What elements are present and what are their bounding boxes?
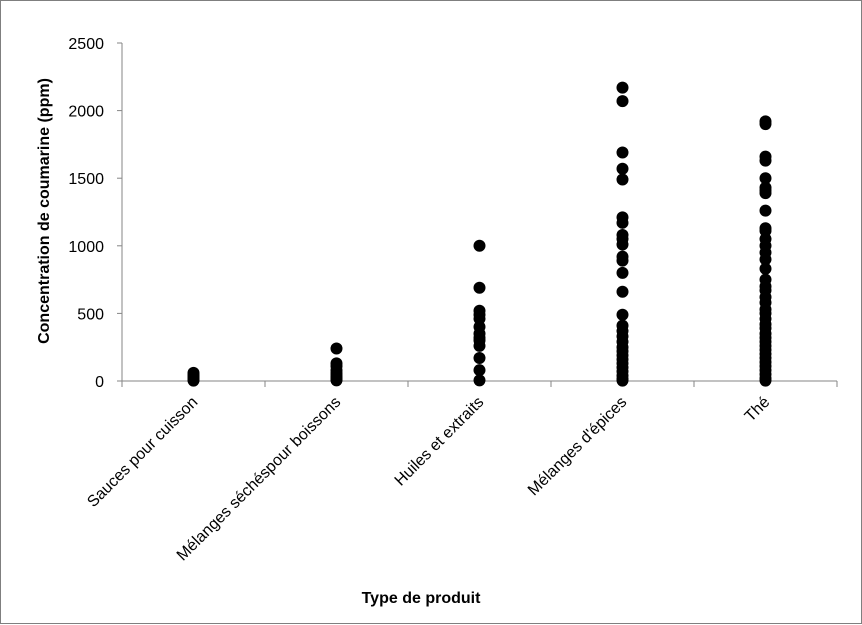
x-tick-label: Mélanges d'épices: [525, 394, 630, 499]
x-tick-label: Thé: [742, 394, 774, 426]
x-tick-label: Huiles et extraits: [392, 394, 488, 490]
data-point: [759, 253, 772, 266]
data-point: [616, 162, 629, 175]
x-tick-label: Mélanges séchéspour boissons: [174, 394, 345, 565]
y-tick-label: 500: [77, 306, 104, 323]
y-tick-label: 2500: [68, 36, 104, 53]
data-point: [616, 254, 629, 267]
data-point: [473, 339, 486, 352]
data-point: [616, 266, 629, 279]
data-point: [616, 146, 629, 159]
data-point: [616, 95, 629, 108]
data-point: [759, 118, 772, 131]
y-tick-label: 2000: [68, 104, 104, 121]
y-tick-label: 0: [95, 374, 104, 391]
data-point: [473, 239, 486, 252]
y-tick-label: 1000: [68, 239, 104, 256]
data-point: [330, 342, 343, 355]
data-point: [616, 81, 629, 94]
y-tick-label: 1500: [68, 171, 104, 188]
data-point: [759, 374, 772, 387]
data-points: [187, 81, 772, 387]
data-point: [473, 352, 486, 365]
data-point: [616, 308, 629, 321]
data-point: [759, 262, 772, 275]
data-point: [759, 187, 772, 200]
data-point: [759, 154, 772, 167]
data-point: [759, 172, 772, 185]
y-axis-ticks: 0 500 1000 1500 2000 2500: [68, 36, 122, 391]
data-point: [616, 374, 629, 387]
data-point: [187, 374, 200, 387]
data-point: [616, 238, 629, 251]
data-point: [759, 204, 772, 217]
data-point: [616, 285, 629, 298]
data-point: [473, 364, 486, 377]
data-point: [616, 173, 629, 186]
data-point: [473, 281, 486, 294]
data-point: [473, 374, 486, 387]
y-axis-title: Concentration de coumarine (ppm): [36, 78, 53, 344]
data-point: [616, 216, 629, 229]
data-point: [330, 374, 343, 387]
x-tick-label: Sauces pour cuisson: [84, 394, 201, 511]
x-axis-title: Type de produit: [362, 590, 481, 607]
